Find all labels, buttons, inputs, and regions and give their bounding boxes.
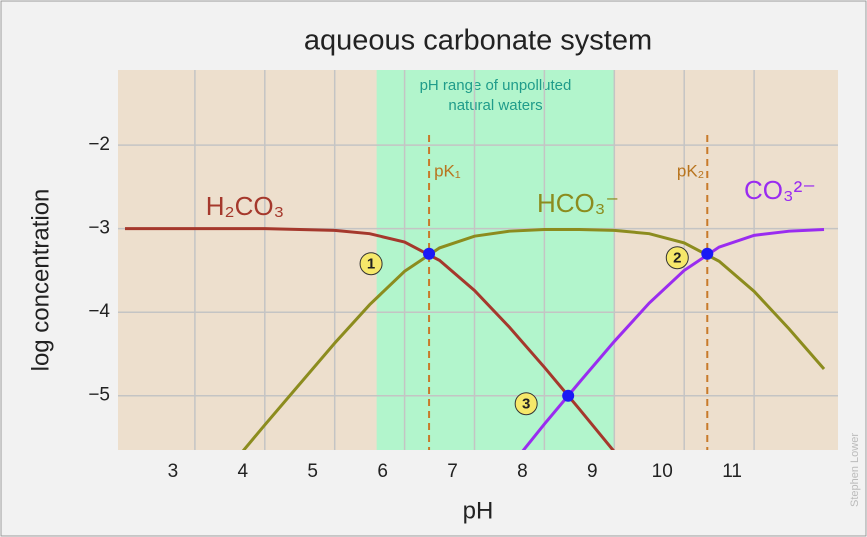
- chart-title: aqueous carbonate system: [304, 25, 652, 57]
- plot-lines: [124, 227, 826, 450]
- x-tick-label: 6: [377, 461, 388, 482]
- x-tick-label: 8: [517, 461, 528, 482]
- y-tick-label: −4: [88, 301, 110, 322]
- intersection-point: [562, 389, 575, 402]
- shaded-range: [376, 70, 615, 450]
- y-tick-label: −3: [88, 218, 110, 239]
- x-tick-label: 10: [652, 461, 673, 482]
- intersection-point: [423, 247, 436, 260]
- x-tick-label: 11: [722, 461, 742, 482]
- y-tick-label: −5: [88, 385, 110, 406]
- series-line: [521, 228, 825, 450]
- y-axis-label: log concentration: [27, 189, 54, 372]
- pk-label: pK₂: [677, 161, 704, 180]
- x-tick-label: 9: [587, 461, 598, 482]
- shaded-range-label: natural waters: [448, 97, 542, 114]
- x-tick-label: 4: [238, 461, 249, 482]
- intersection-point: [701, 247, 714, 260]
- point-label: 3: [522, 396, 530, 413]
- y-tick-label: −2: [88, 134, 110, 155]
- series-line: [124, 227, 615, 450]
- x-tick-label: 7: [447, 461, 458, 482]
- point-label: 1: [367, 256, 375, 273]
- x-axis-label: pH: [463, 497, 494, 524]
- pk-label: pK₁: [434, 161, 461, 180]
- series-line: [241, 228, 826, 450]
- series-label: CO₃²⁻: [744, 175, 816, 205]
- x-tick-label: 5: [307, 461, 318, 482]
- point-label: 2: [673, 250, 681, 267]
- point-badge: [514, 392, 538, 416]
- point-badge: [359, 252, 383, 276]
- series-label: H₂CO₃: [206, 191, 284, 221]
- point-badge: [665, 246, 689, 270]
- x-tick-label: 3: [168, 461, 179, 482]
- credit: Stephen Lower: [849, 433, 861, 507]
- shaded-range-label: pH range of unpolluted: [420, 77, 572, 94]
- series-label: HCO₃⁻: [537, 188, 619, 218]
